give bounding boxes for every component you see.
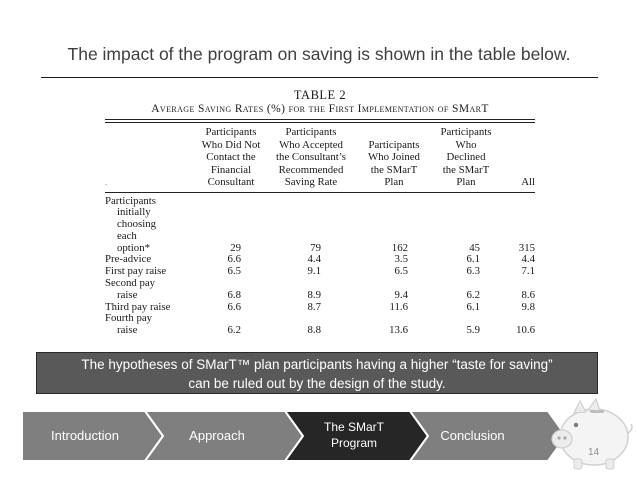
table-cell: 29 xyxy=(230,241,241,254)
table-row: Fourth pay raise 6.2 8.8 13.6 5.9 10.6 xyxy=(105,313,535,337)
table-cell: 6.5 xyxy=(394,265,409,278)
table-row: Third pay raise 6.6 8.7 11.6 6.1 9.8 xyxy=(105,300,536,314)
table-header-rule xyxy=(105,191,535,193)
takeaway-banner: The hypotheses of SMarT™ plan participan… xyxy=(36,352,598,394)
row-label: Second pay raise xyxy=(105,277,156,301)
column-header: Participants Who Declined the SMarT Plan xyxy=(440,126,492,188)
row-label: First pay raise xyxy=(105,265,167,278)
table-cell: 8.7 xyxy=(307,300,322,313)
saving-rates-table: TABLE 2 Average Saving Rates (%) for the… xyxy=(105,88,535,337)
table-cell: 162 xyxy=(391,241,408,254)
table-caption: Average Saving Rates (%) for the First I… xyxy=(151,103,489,115)
column-header: Participants Who Joined the SMarT Plan xyxy=(368,138,420,189)
column-header: Participants Who Did Not Contact the Financ… xyxy=(201,126,261,188)
table-top-rule-second xyxy=(105,122,535,123)
nav-label-introduction[interactable]: Introduction xyxy=(51,428,119,443)
table-cell: 6.8 xyxy=(227,288,242,301)
table-cell: 9.8 xyxy=(521,300,536,313)
slide-title: The impact of the program on saving is s… xyxy=(67,44,571,64)
table-cell: 9.1 xyxy=(307,265,322,278)
table-row: Pre-advice 6.6 4.4 3.5 6.1 4.4 xyxy=(105,254,535,266)
table-row: First pay raise 6.5 9.1 6.5 6.3 7.1 xyxy=(105,265,536,278)
table-cell: 8.9 xyxy=(307,288,322,301)
piggy-bank-icon xyxy=(551,397,633,470)
nav-label-smart-program[interactable]: The SMarT Program xyxy=(323,420,384,450)
chevron-track xyxy=(21,410,568,462)
nav-label-conclusion[interactable]: Conclusion xyxy=(440,428,505,443)
row-label: Pre-advice xyxy=(105,253,152,266)
column-header: All xyxy=(521,176,535,188)
row-label: Fourth pay raise xyxy=(105,312,153,337)
column-header: Participants Who Accepted the Consultant’s… xyxy=(276,126,346,188)
banner-line-1: The hypotheses of SMarT™ plan participan… xyxy=(81,357,553,372)
table-cell: 315 xyxy=(518,241,535,254)
table-cell: 5.9 xyxy=(466,324,481,337)
table-cell: 79 xyxy=(310,241,321,254)
table-cell: 6.3 xyxy=(466,265,481,278)
table-number: TABLE 2 xyxy=(293,88,347,102)
table-header-row: . Participants Who Did Not Contact the Fina… xyxy=(105,123,535,192)
table-grid: . Participants Who Did Not Contact the Fina… xyxy=(105,123,535,337)
table-cell: 8.8 xyxy=(307,324,322,337)
section-navigation: Introduction Approach The SMarT Program … xyxy=(0,408,638,464)
table-cell: 4.4 xyxy=(521,253,536,266)
stub-header: . xyxy=(105,177,108,187)
chevron-conclusion[interactable] xyxy=(408,410,568,462)
row-label: Third pay raise xyxy=(105,300,171,313)
table-cell: 6.5 xyxy=(227,265,242,278)
page-number: 14 xyxy=(588,447,600,458)
table-top-rule xyxy=(105,119,535,120)
table-cell: 6.2 xyxy=(466,288,481,301)
table-cell: 11.6 xyxy=(389,300,409,313)
title-divider xyxy=(41,77,598,78)
table-cell: 4.4 xyxy=(307,253,322,266)
table-cell: 10.6 xyxy=(516,324,535,337)
table-cell: 13.6 xyxy=(389,324,408,337)
row-label: Participants initially choosing each opt… xyxy=(105,194,156,254)
table-cell: 6.2 xyxy=(227,324,242,337)
table-cell: 7.1 xyxy=(521,265,536,278)
table-cell: 8.6 xyxy=(521,288,536,301)
table-cell: 9.4 xyxy=(394,288,409,301)
table-cell: 6.1 xyxy=(466,253,481,266)
nav-label-approach[interactable]: Approach xyxy=(189,428,245,443)
table-row: Second pay raise 6.8 8.9 9.4 6.2 8.6 xyxy=(105,277,536,302)
banner-line-2: can be ruled out by the design of the st… xyxy=(188,376,446,391)
table-cell: 45 xyxy=(469,241,480,254)
table-cell: 6.6 xyxy=(227,253,242,266)
table-cell: 3.5 xyxy=(394,253,409,266)
table-row: Participants initially choosing each opt… xyxy=(105,194,535,255)
table-cell: 6.1 xyxy=(466,300,481,313)
table-cell: 6.6 xyxy=(227,300,242,313)
